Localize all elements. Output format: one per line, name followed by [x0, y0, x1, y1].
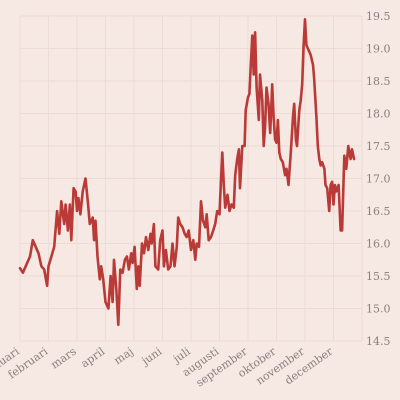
x-tick-label: april: [79, 345, 108, 371]
y-tick-label: 19.5: [366, 10, 391, 23]
y-tick-label: 18.0: [366, 108, 391, 121]
y-tick-label: 15.5: [366, 270, 391, 283]
y-tick-label: 18.5: [366, 75, 391, 88]
y-axis-ticks: 14.5 15.0 15.5 16.0 16.5 17.0 17.5 18.0 18.5 19.0…: [366, 10, 391, 348]
series-layer: [18, 17, 356, 327]
y-tick-label: 16.0: [366, 238, 391, 251]
y-tick-label: 17.0: [366, 173, 391, 186]
y-tick-label: 19.0: [366, 43, 391, 56]
x-tick-label: mars: [48, 345, 79, 372]
gridlines: [19, 15, 363, 342]
y-tick-label: 17.5: [366, 140, 391, 153]
series-line: [18, 17, 356, 327]
y-tick-label: 15.0: [366, 303, 391, 316]
y-tick-label: 16.5: [366, 205, 391, 218]
y-tick-label: 14.5: [366, 335, 391, 348]
x-tick-label: juni: [138, 345, 165, 369]
x-tick-label: maj: [112, 345, 136, 367]
